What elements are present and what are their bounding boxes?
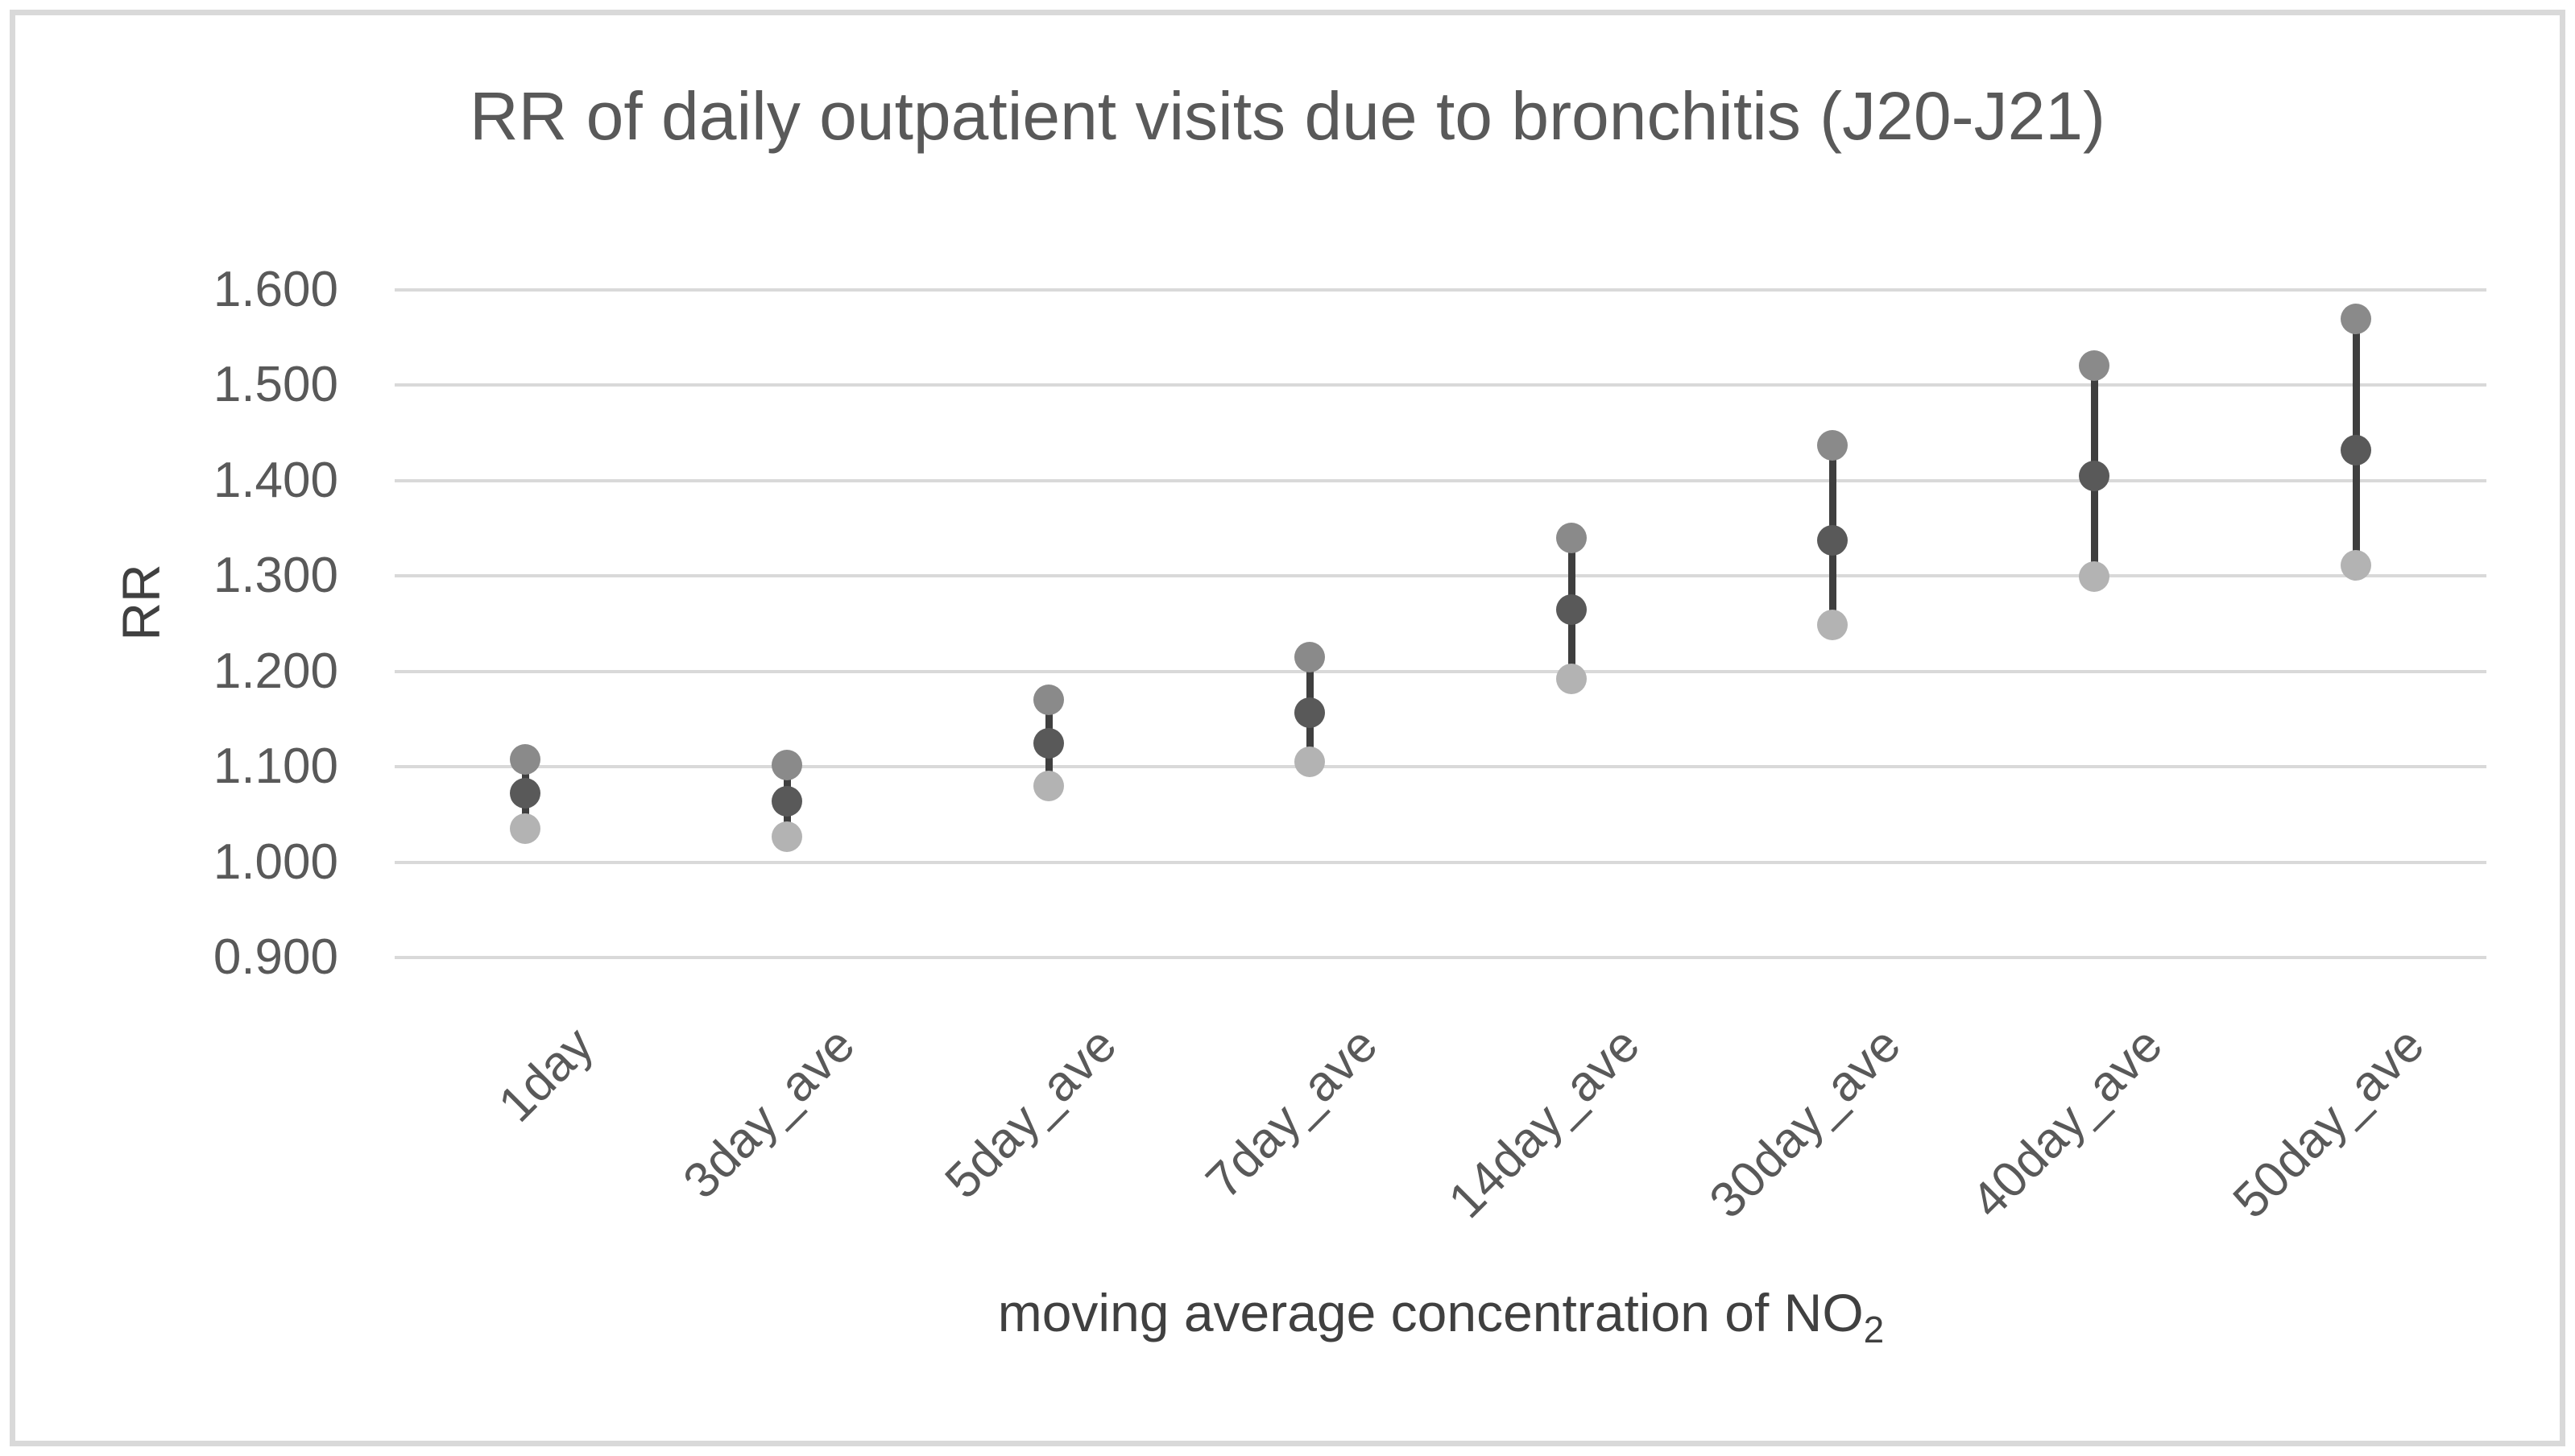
gridline <box>395 670 2486 673</box>
lower-ci-marker <box>1294 747 1325 777</box>
lower-ci-marker <box>1817 610 1848 640</box>
upper-ci-marker <box>2079 350 2109 381</box>
gridline <box>395 574 2486 577</box>
lower-ci-marker <box>2341 550 2371 581</box>
y-tick-label: 1.600 <box>213 262 338 317</box>
y-tick-label: 1.200 <box>213 643 338 699</box>
lower-ci-marker <box>510 813 540 844</box>
upper-ci-marker <box>510 744 540 775</box>
point-estimate-marker <box>1556 594 1587 625</box>
y-tick-label: 1.300 <box>213 548 338 603</box>
upper-ci-marker <box>2341 304 2371 334</box>
point-estimate-marker <box>2341 435 2371 465</box>
gridline <box>395 956 2486 959</box>
upper-ci-marker <box>1817 430 1848 461</box>
upper-ci-marker <box>1033 685 1064 715</box>
point-estimate-marker <box>772 786 802 817</box>
gridline <box>395 765 2486 768</box>
lower-ci-marker <box>2079 561 2109 592</box>
point-estimate-marker <box>510 778 540 809</box>
upper-ci-marker <box>1556 523 1587 553</box>
y-tick-label: 1.400 <box>213 453 338 508</box>
upper-ci-marker <box>1294 642 1325 672</box>
y-tick-label: 1.000 <box>213 834 338 890</box>
y-tick-label: 0.900 <box>213 929 338 985</box>
point-estimate-marker <box>2079 461 2109 491</box>
point-estimate-marker <box>1033 728 1064 759</box>
gridline <box>395 383 2486 387</box>
x-axis-title-main: moving average concentration of NO <box>997 1283 1864 1342</box>
chart-title: RR of daily outpatient visits due to bro… <box>470 78 2105 154</box>
lower-ci-marker <box>1556 664 1587 694</box>
point-estimate-marker <box>1817 525 1848 556</box>
point-estimate-marker <box>1294 697 1325 728</box>
y-tick-label: 1.100 <box>213 738 338 794</box>
y-tick-label: 1.500 <box>213 357 338 412</box>
gridline <box>395 861 2486 864</box>
x-axis-title: moving average concentration of NO2 <box>958 1282 1924 1351</box>
gridline <box>395 288 2486 292</box>
lower-ci-marker <box>772 821 802 852</box>
gridline <box>395 479 2486 482</box>
chart-frame-border <box>10 10 2565 1446</box>
x-axis-title-subscript: 2 <box>1863 1309 1885 1351</box>
lower-ci-marker <box>1033 771 1064 801</box>
upper-ci-marker <box>772 750 802 780</box>
